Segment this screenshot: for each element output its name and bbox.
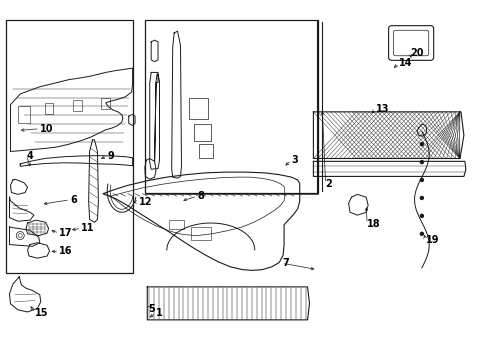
Bar bbox=[145, 21, 318, 193]
Bar bbox=[45, 103, 53, 114]
Bar bbox=[18, 107, 30, 123]
Text: 13: 13 bbox=[376, 104, 390, 114]
Bar bbox=[198, 144, 213, 158]
Text: 5: 5 bbox=[148, 304, 155, 314]
FancyBboxPatch shape bbox=[393, 30, 429, 56]
Circle shape bbox=[420, 179, 423, 181]
Text: 19: 19 bbox=[426, 235, 440, 245]
Text: 6: 6 bbox=[70, 195, 77, 205]
Text: 8: 8 bbox=[197, 191, 204, 201]
Bar bbox=[194, 125, 211, 140]
Text: 9: 9 bbox=[107, 150, 114, 161]
Bar bbox=[169, 220, 184, 229]
Bar bbox=[189, 98, 208, 119]
Text: 20: 20 bbox=[410, 48, 424, 58]
Text: 10: 10 bbox=[40, 124, 53, 134]
Text: 11: 11 bbox=[81, 224, 95, 233]
Circle shape bbox=[420, 197, 423, 199]
Text: 3: 3 bbox=[292, 155, 298, 165]
Circle shape bbox=[420, 214, 423, 217]
Bar bbox=[73, 100, 82, 111]
Text: 2: 2 bbox=[326, 179, 332, 189]
Circle shape bbox=[420, 161, 423, 163]
FancyBboxPatch shape bbox=[389, 26, 434, 60]
Bar bbox=[101, 98, 110, 109]
Circle shape bbox=[420, 143, 423, 146]
Circle shape bbox=[420, 232, 423, 235]
Text: 18: 18 bbox=[367, 219, 381, 229]
Text: 17: 17 bbox=[59, 228, 73, 238]
Text: 1: 1 bbox=[156, 308, 163, 318]
Text: 7: 7 bbox=[282, 258, 289, 268]
Bar bbox=[5, 21, 133, 273]
Text: 15: 15 bbox=[35, 308, 49, 318]
Text: 12: 12 bbox=[139, 197, 152, 207]
Text: 14: 14 bbox=[399, 58, 413, 68]
Bar bbox=[191, 227, 211, 240]
Text: 16: 16 bbox=[59, 246, 73, 256]
Text: 4: 4 bbox=[26, 150, 33, 161]
